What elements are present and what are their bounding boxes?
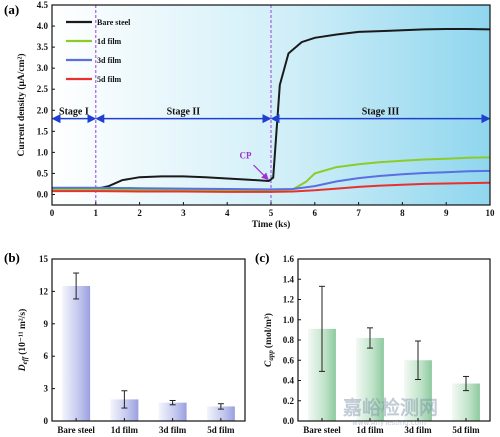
y-tick-label: 2.5	[37, 84, 49, 94]
stage-label-0: Stage I	[59, 107, 89, 118]
stage-arrows: Stage I Stage II Stage III	[51, 107, 491, 124]
y-tick-label: 0.2	[283, 396, 295, 406]
panel-a-x-label: Time (ks)	[252, 219, 291, 230]
category-label-3: 5d film	[207, 425, 235, 435]
bar-3	[206, 406, 235, 421]
x-tick-label: 8	[400, 208, 405, 218]
x-tick-label: 5	[269, 208, 274, 218]
watermark-main: 嘉峪检测网	[342, 396, 438, 419]
y-axis-symbol: C	[264, 360, 274, 367]
y-tick-label: 12	[39, 286, 49, 296]
panel-a-y-label: Current density (μA/cm²)	[16, 53, 27, 156]
y-tick-label: 0.4	[283, 376, 295, 386]
y-tick-label: 2.0	[37, 105, 49, 115]
legend-label-2: 3d film	[97, 56, 122, 65]
watermark: 嘉峪检测网 www.AnyTesting.com	[342, 396, 438, 427]
y-tick-label: 1.2	[283, 295, 295, 305]
panel-a-label: (a)	[4, 2, 19, 17]
stage-label-2: Stage III	[362, 107, 400, 118]
y-axis-unit: (10⁻¹¹ m²/s)	[17, 309, 28, 355]
category-label-1: 1d film	[356, 425, 384, 435]
series-line-0	[52, 28, 491, 190]
y-tick-label: 1.5	[37, 126, 49, 136]
x-tick-label: 4	[225, 208, 230, 218]
y-tick-label: 0.0	[37, 189, 49, 199]
x-tick-label: 10	[486, 208, 496, 218]
series-line-2	[52, 169, 491, 191]
watermark-sub: www.AnyTesting.com	[352, 419, 426, 427]
panel-c-label: (c)	[255, 250, 269, 265]
category-label-1: 1d film	[111, 425, 139, 435]
cp-arrow	[253, 164, 269, 181]
y-axis-title: Capp (mol/m³)	[263, 313, 275, 367]
bar-1	[110, 399, 139, 421]
y-tick-label: 4.5	[37, 0, 49, 10]
y-axis-subscript: app	[267, 350, 275, 361]
panel-a-series	[52, 28, 491, 193]
x-tick-label: 2	[137, 208, 142, 218]
panel-a-line-chart: Stage I Stage II Stage III 0 1 2 3 4 5 6 7 8 9 10 0.0…	[16, 0, 495, 230]
series-line-1	[52, 156, 491, 192]
panel-b-bar-chart: Bare steel 1d film 3d film 5d film 0 3 6 9 12 15 D…	[17, 254, 246, 435]
panel-c-bar-chart: Bare steel 1d film 3d film 5d film 0.0 0.2 0.4…	[263, 254, 491, 435]
panel-a-legend: Bare steel 1d film 3d film 5d film	[66, 18, 131, 84]
cp-annotation: CP	[239, 151, 251, 161]
stage-label-1: Stage II	[167, 107, 201, 118]
category-label-2: 3d film	[159, 425, 187, 435]
y-axis-subscript: eff	[21, 356, 29, 364]
y-tick-label: 0.6	[283, 355, 295, 365]
category-label-0: Bare steel	[57, 425, 95, 435]
y-axis-title: Deff(10⁻¹¹ m²/s)	[17, 309, 29, 373]
y-tick-label: 15	[39, 254, 49, 264]
series-line-3	[52, 181, 491, 193]
y-tick-label: 0.0	[283, 416, 295, 426]
bar-2	[158, 402, 187, 421]
x-tick-label: 3	[181, 208, 186, 218]
legend-label-0: Bare steel	[97, 18, 131, 27]
x-tick-label: 9	[444, 208, 449, 218]
y-tick-label: 1.4	[283, 274, 295, 284]
y-tick-label: 1.0	[283, 315, 295, 325]
panel-a-axes: 0 1 2 3 4 5 6 7 8 9 10 0.0 0.5 1.0 1.5 2.0 2.5 3.0 3.5 4.0 4…	[37, 0, 495, 218]
y-tick-label: 0.8	[283, 335, 295, 345]
legend-label-1: 1d film	[97, 37, 122, 46]
y-tick-label: 3.0	[37, 63, 49, 73]
y-tick-label: 3	[44, 384, 49, 394]
x-tick-label: 0	[50, 208, 55, 218]
x-tick-label: 1	[94, 208, 99, 218]
y-tick-label: 4.0	[37, 21, 49, 31]
x-tick-label: 7	[356, 208, 361, 218]
x-tick-label: 6	[313, 208, 318, 218]
y-tick-label: 0.5	[37, 168, 49, 178]
legend-label-3: 5d film	[97, 75, 122, 84]
y-tick-label: 1.6	[283, 254, 295, 264]
y-tick-label: 3.5	[37, 42, 49, 52]
bar-0	[62, 286, 91, 421]
y-tick-label: 9	[44, 319, 49, 329]
y-tick-label: 0	[44, 416, 49, 426]
stage-boundaries	[95, 5, 272, 205]
category-label-2: 3d film	[404, 425, 432, 435]
y-axis-symbol: D	[18, 364, 28, 372]
y-axis-unit: (mol/m³)	[263, 313, 274, 348]
panel-frame	[51, 258, 246, 422]
panel-b-label: (b)	[4, 250, 20, 265]
y-tick-label: 6	[44, 351, 49, 361]
bar-1	[356, 337, 384, 421]
y-tick-label: 1.0	[37, 147, 49, 157]
category-label-0: Bare steel	[303, 425, 341, 435]
category-label-3: 5d film	[452, 425, 480, 435]
